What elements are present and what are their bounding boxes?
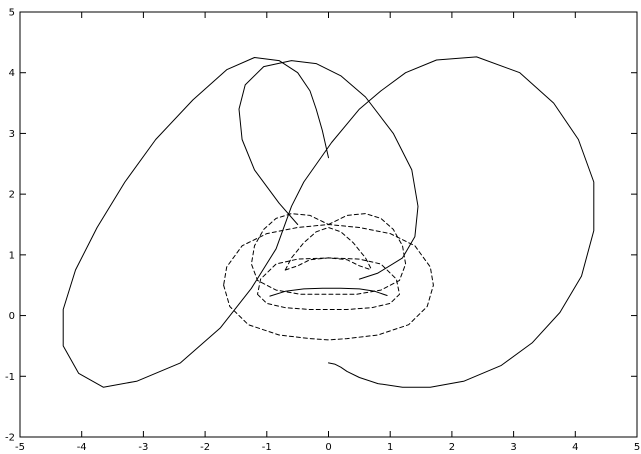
x-tick-label: 0: [325, 442, 331, 453]
series-line-4: [250, 213, 407, 295]
x-tick-label: -5: [15, 442, 25, 453]
x-tick-label: 4: [572, 442, 578, 453]
ticks: [19, 11, 638, 438]
x-tick-label: -2: [200, 442, 210, 453]
x-tick-label: 2: [449, 442, 455, 453]
x-tick-label: 1: [387, 442, 393, 453]
y-tick-label: 3: [9, 129, 15, 140]
y-tick-label: -2: [5, 433, 15, 444]
x-tick-label: -4: [77, 442, 87, 453]
y-tick-label: -1: [5, 372, 15, 383]
series-line-1: [62, 56, 595, 388]
x-tick-label: -1: [262, 442, 272, 453]
series-layer: [62, 56, 595, 388]
y-tick-label: 5: [9, 8, 15, 19]
x-tick-label: 3: [510, 442, 516, 453]
y-tick-label: 2: [9, 190, 15, 201]
series-line-8: [223, 224, 434, 341]
series-line-7: [257, 257, 400, 310]
series-line-3: [269, 287, 388, 297]
y-tick-label: 0: [9, 311, 15, 322]
y-tick-label: 4: [9, 68, 15, 79]
y-tick-label: 1: [9, 250, 15, 261]
series-line-5: [284, 227, 373, 271]
series-line-6: [284, 257, 373, 271]
x-tick-label: -3: [138, 442, 148, 453]
series-line-2: [238, 60, 419, 280]
tick-labels: -5 -4 -3 -2 -1 0 1 2 3 4 5 -2 -1 0 1 2 3 4 5: [5, 8, 640, 454]
x-tick-label: 5: [634, 442, 640, 453]
